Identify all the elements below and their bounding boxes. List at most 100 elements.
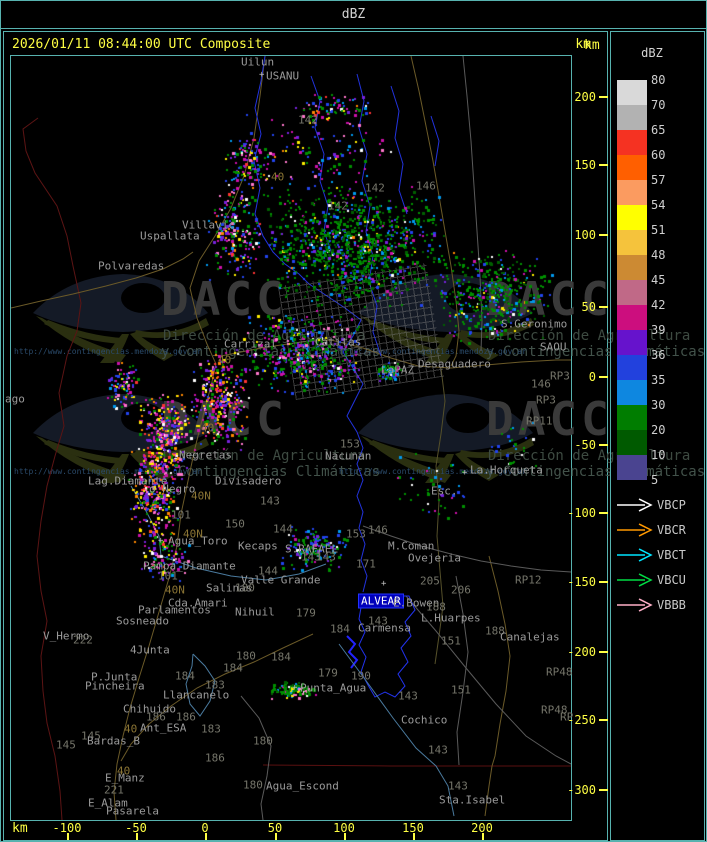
map-label: 153 [346,527,366,541]
map-label: 145 [81,729,101,743]
y-tick--300: -300 [567,783,596,797]
y-tickmark [599,789,608,791]
scale-tick-label: 42 [651,298,666,312]
map-label: 4Junta [130,643,170,657]
vbct-arrow-icon [617,548,653,562]
map-label: Sosneado [116,614,169,628]
map-label: 188 [426,600,446,614]
map-label: 184 [175,669,195,683]
scale-color-35 [617,380,647,405]
map-label: 183 [201,722,221,736]
map-label: Desaguadero [418,357,491,371]
x-tick-100: 100 [333,821,355,835]
scale-tick-label: 45 [651,273,666,287]
timestamp-label: 2026/01/11 08:44:00 UTC Composite [12,37,271,52]
map-label: Valle Grande [241,573,321,587]
y-tick--250: -250 [567,713,596,727]
y-tickmark [599,306,608,308]
map-label: 40 [271,170,285,184]
map-label: RP48 [546,665,573,679]
x-tickmark [136,833,138,840]
map-label: 40 [201,421,215,435]
radar-echoes [11,56,571,820]
map-label: ago [5,392,25,406]
map-label: Llancanelo [163,688,230,702]
scale-color-20 [617,430,647,455]
map-label: 190 [351,669,371,683]
map-label: 222 [73,633,93,647]
map-label: 146 [531,377,551,391]
window-title: dBZ [341,7,366,22]
y-tick-150: 150 [574,158,596,172]
title-bar: dBZ [1,1,706,29]
map-label: Esc. [431,484,458,498]
vbcr-arrow-icon [617,523,653,537]
vbbb-arrow-icon [617,598,653,612]
map-label: RP48 [541,703,568,717]
map-label: 151 [441,634,461,648]
map-label: Nihuil [235,605,275,619]
map-label: 151 [451,683,471,697]
map-label: 146 [416,179,436,193]
map-label: Salinas [206,581,253,595]
map-label: 153 [340,437,360,451]
y-tickmark [599,444,608,446]
station-marker: + [462,468,468,478]
scale-tick-label: 70 [651,98,666,112]
x-tick-0: 0 [201,821,209,835]
map-label: 143 [428,743,448,757]
station-marker: + [381,579,387,589]
map-label: USANU [266,69,300,83]
map-label: 40 [124,722,138,736]
scale-tick-label: 54 [651,198,666,212]
station-marker: + [158,536,164,546]
scale-tick-label: 60 [651,148,666,162]
x-axis-unit: km [12,821,28,836]
map-label: 144 [258,564,278,578]
map-label: Catitas [315,335,362,349]
map-label: P.Junta [91,670,138,684]
map-label: S.Geronimo [501,317,568,331]
map-label: RP [560,710,574,724]
scale-color-48 [617,255,647,280]
map-label: 143 [316,550,336,564]
x-tickmark [275,833,277,840]
y-tickmark [599,512,608,514]
scale-tick-label: 51 [651,223,666,237]
map-label: 145 [56,738,76,752]
map-label: L.Huarpes [421,611,481,625]
map-label: 180 [235,581,255,595]
scale-color-54 [617,205,647,230]
map-label: La.Horqueta [470,463,543,477]
map-label: 143 [398,689,418,703]
y-tickmark [599,96,608,98]
x-tickmark [344,833,346,840]
scale-tick-label: 48 [651,248,666,262]
map-label: 180 [236,649,256,663]
map-label: 142 [298,113,318,127]
scale-color-65 [617,130,647,155]
map-label: 186 [146,710,166,724]
x-tick--100: -100 [52,821,82,835]
map-label: Polvaredas [98,259,165,273]
x-tick-200: 200 [471,821,493,835]
map-label: 179 [296,606,316,620]
scale-tick-label: 39 [651,323,666,337]
legend-label: VBBB [657,598,686,612]
station-marker: + [259,70,265,80]
map-label: 184 [271,650,291,664]
y-tick--100: -100 [567,506,596,520]
map-label: 143 [368,614,388,628]
scale-tick-label: 10 [651,448,666,462]
scale-tick-label: 65 [651,123,666,137]
map-label: Nacunan [325,449,372,463]
map-label: 205 [420,574,440,588]
map-label: RP3 [536,393,556,407]
x-tick-50: 50 [267,821,283,835]
x-tick--50: -50 [125,821,147,835]
y-tickmark [599,719,608,721]
map-label: 142 [365,181,385,195]
map-label: 143 [301,550,321,564]
